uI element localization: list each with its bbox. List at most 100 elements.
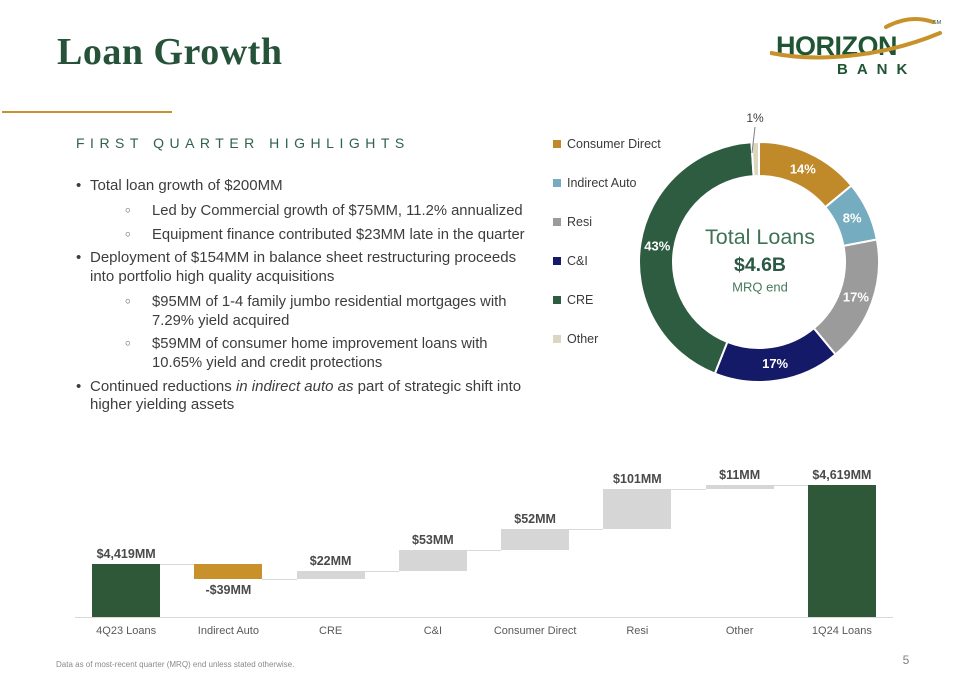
legend-item-other: Other (553, 332, 661, 346)
legend-item-resi: Resi (553, 215, 661, 229)
bullet-text: Deployment of $154MM in balance sheet re… (90, 249, 517, 286)
legend-label: Resi (567, 215, 593, 229)
legend-label: CRE (567, 293, 594, 307)
donut-slice-label: 14% (790, 161, 816, 176)
bullet-marker-icon: ○ (125, 295, 131, 307)
donut-center-labels: Total Loans $4.6B MRQ end (705, 225, 815, 295)
waterfall-connector (466, 549, 502, 551)
waterfall-connector (671, 489, 706, 491)
waterfall-value-label: $4,619MM (812, 468, 872, 482)
waterfall-bar-c-i (398, 549, 467, 571)
waterfall-value-label: -$39MM (205, 583, 252, 598)
bullet-text: Continued reductions in indirect auto as… (90, 377, 522, 414)
bullet-item: ○ $95MM of 1-4 family jumbo residential m… (125, 293, 541, 330)
waterfall-category-label: 1Q24 Loans (811, 625, 872, 637)
total-loans-donut-chart: 14% 8% 17% 17% 43% Total Loans $4.6B MRQ end… (638, 111, 880, 383)
waterfall-bar-4q23-loans (92, 564, 161, 617)
bullet-text: Equipment finance contributed $23MM late… (152, 226, 525, 243)
horizon-bank-logo: HORIZON SM BANK (770, 16, 942, 78)
waterfall-value-label: $52MM (514, 512, 556, 527)
waterfall-connector (160, 564, 195, 566)
logo-trademark: SM (933, 20, 942, 26)
legend-item-consumer-direct: Consumer Direct (553, 137, 661, 151)
logo-arc-icon (884, 16, 935, 29)
waterfall-connector (569, 529, 604, 531)
waterfall-value-label: $22MM (309, 553, 352, 568)
donut-center-title: Total Loans (705, 225, 815, 249)
waterfall-category-label: C&I (423, 625, 443, 637)
donut-center-caption: MRQ end (732, 280, 788, 295)
loan-growth-waterfall-chart: $4,419MM 4Q23 Loans -$39MM Indirect Auto $22… (75, 450, 893, 655)
legend-label: Consumer Direct (567, 137, 661, 151)
page-number: 5 (902, 653, 910, 667)
donut-slice-other (750, 140, 760, 178)
waterfall-connector (262, 579, 297, 581)
bullet-text: Led by Commercial growth of $75MM, 11.2%… (152, 202, 523, 219)
bullet-text: $59MM of consumer home improvement loans… (152, 336, 488, 371)
waterfall-connector (364, 570, 399, 572)
legend-swatch (553, 218, 561, 226)
logo-swoosh-icon (770, 31, 942, 60)
highlights-heading: FIRST QUARTER HIGHLIGHTS (76, 135, 410, 151)
donut-outside-label-other: 1% (746, 111, 764, 154)
bullet-item: ○ Led by Commercial growth of $75MM, 11.2… (125, 202, 541, 221)
donut-slice-cre (638, 141, 755, 375)
waterfall-category-label: 4Q23 Loans (96, 625, 157, 637)
footnote: Data as of most-recent quarter (MRQ) end… (56, 660, 295, 669)
waterfall-category-label: CRE (319, 625, 343, 637)
legend-label: Indirect Auto (567, 176, 637, 190)
legend-label: Other (567, 332, 599, 346)
legend-item-indirect-auto: Indirect Auto (553, 176, 661, 190)
waterfall-connector (773, 485, 808, 486)
waterfall-baseline-axis (75, 617, 893, 618)
donut-center-value: $4.6B (734, 254, 786, 276)
highlights-bullet-list: • Total loan growth of $200MM ○ Led by Comm… (76, 177, 541, 421)
donut-slice-label: 43% (644, 238, 670, 253)
donut-slice-c-i (713, 326, 837, 383)
bullet-item: • Continued reductions in indirect auto a… (76, 378, 541, 416)
waterfall-bar-cre (296, 570, 365, 580)
legend-swatch (553, 296, 561, 304)
waterfall-category-label: Resi (626, 625, 649, 637)
leader-line (751, 126, 756, 154)
bullet-text: Total loan growth of $200MM (90, 177, 283, 194)
page-title: Loan Growth (57, 31, 283, 73)
waterfall-bar-1q24-loans (807, 485, 876, 617)
donut-slice-label: 17% (843, 289, 869, 304)
waterfall-bar-other (705, 485, 774, 490)
legend-item-cre: CRE (553, 293, 661, 307)
legend-label: C&I (567, 254, 588, 268)
waterfall-value-label: $11MM (719, 468, 761, 482)
waterfall-value-label: $101MM (613, 472, 662, 487)
waterfall-category-label: Indirect Auto (197, 625, 259, 637)
bullet-item: • Deployment of $154MM in balance sheet r… (76, 249, 541, 287)
bullet-marker-icon: • (76, 249, 82, 267)
waterfall-category-label: Other (725, 625, 754, 637)
donut-slice-label: 8% (843, 211, 862, 226)
waterfall-bar-resi (603, 489, 672, 530)
waterfall-value-label: $53MM (412, 532, 454, 547)
legend-swatch (553, 140, 561, 148)
bullet-marker-icon: ○ (125, 338, 131, 350)
bullet-marker-icon: • (76, 377, 82, 395)
bullet-item: ○ Equipment finance contributed $23MM lat… (125, 226, 541, 245)
waterfall-category-label: Consumer Direct (493, 625, 577, 637)
waterfall-bar-indirect-auto (194, 564, 263, 580)
donut-legend: Consumer Direct Indirect Auto Resi C&I CRE Ot… (553, 137, 661, 346)
legend-swatch (553, 179, 561, 187)
legend-swatch (553, 335, 561, 343)
bullet-marker-icon: ○ (125, 204, 131, 216)
waterfall-value-label: $4,419MM (96, 547, 156, 562)
bullet-marker-icon: • (76, 177, 82, 194)
legend-swatch (553, 257, 561, 265)
bullet-text: $95MM of 1-4 family jumbo residential mo… (152, 293, 507, 329)
bullet-item: ○ $59MM of consumer home improvement loan… (125, 335, 541, 372)
legend-item-c-i: C&I (553, 254, 661, 268)
waterfall-bar-consumer-direct (501, 529, 570, 550)
logo-text-bank: BANK (837, 61, 916, 78)
donut-slice-label: 17% (762, 356, 788, 371)
bullet-marker-icon: ○ (125, 228, 131, 240)
bullet-item: • Total loan growth of $200MM (76, 177, 541, 196)
title-underline (2, 111, 172, 113)
